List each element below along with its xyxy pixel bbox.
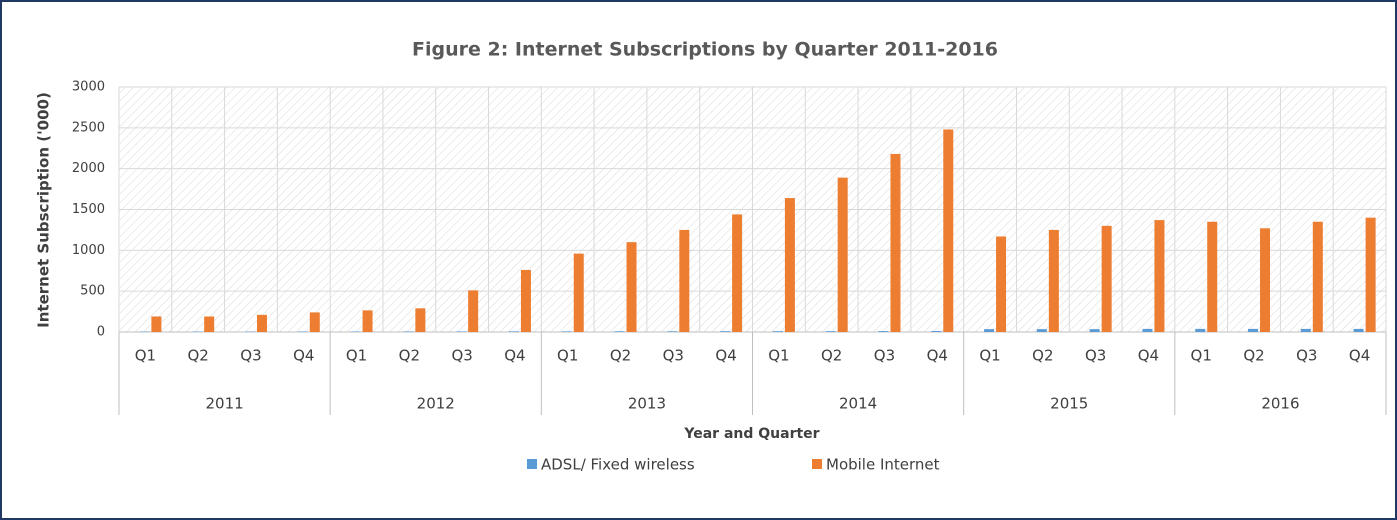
y-tick-label: 2000 [72,161,105,176]
bar [151,316,162,332]
x-tick-label: Q1 [1191,347,1212,365]
group-label: 2016 [1261,395,1299,413]
bar [626,242,637,332]
x-tick-label: Q2 [1243,347,1264,365]
bar [561,331,572,332]
group-label: 2015 [1050,395,1088,413]
x-tick-label: Q2 [610,347,631,365]
y-tick-label: 2500 [72,120,105,135]
x-tick-label: Q3 [1296,347,1317,365]
legend-swatch [812,459,822,469]
x-tick-label: Q1 [979,347,1000,365]
bar [1154,220,1165,332]
chart-title: Figure 2: Internet Subscriptions by Quar… [412,39,998,61]
x-tick-label: Q3 [874,347,895,365]
legend-label: Mobile Internet [826,456,940,474]
bar [1312,221,1323,332]
x-tick-label: Q2 [821,347,842,365]
bar [520,269,531,332]
bar [1195,328,1206,332]
bar [415,308,426,332]
x-tick-label: Q2 [399,347,420,365]
bar [1207,221,1218,332]
group-label: 2013 [628,395,666,413]
bar [943,129,954,332]
x-axis-title: Year and Quarter [683,426,819,442]
bar [667,331,678,332]
bar [309,312,320,332]
bar [1365,217,1376,332]
bar [1248,328,1259,332]
x-tick-label: Q4 [927,347,948,365]
bar [784,198,795,332]
bar [573,253,584,332]
y-axis-title: Internet Subscription ('000) [35,92,53,328]
x-tick-label: Q1 [768,347,789,365]
bar [837,177,848,332]
group-label: 2012 [417,395,455,413]
x-tick-label: Q1 [557,347,578,365]
bar [204,316,215,332]
bar [732,214,743,332]
x-tick-label: Q4 [715,347,736,365]
bar [614,331,625,332]
group-label: 2014 [839,395,877,413]
x-tick-label: Q3 [663,347,684,365]
x-tick-label: Q2 [1032,347,1053,365]
bar [890,153,901,332]
bar [256,314,267,332]
bar [1353,328,1364,332]
bar [1048,229,1059,332]
y-tick-label: 0 [97,325,105,340]
y-tick-label: 3000 [72,80,105,95]
bar [403,331,414,332]
bar [1142,328,1153,332]
bar [1089,329,1100,332]
bar [468,290,479,332]
x-tick-label: Q1 [135,347,156,365]
x-tick-label: Q3 [451,347,472,365]
bar [931,331,942,332]
bar [825,331,836,332]
bar [1101,225,1112,332]
bar [508,331,519,332]
bar [1300,328,1311,332]
y-tick-label: 500 [80,284,105,299]
bar [984,329,995,332]
bar [996,236,1007,332]
x-tick-label: Q3 [1085,347,1106,365]
x-tick-label: Q1 [346,347,367,365]
x-tick-label: Q4 [1138,347,1159,365]
x-tick-label: Q3 [240,347,261,365]
group-label: 2011 [205,395,243,413]
bar [362,310,373,332]
bar [679,229,690,332]
bar [456,331,467,332]
x-tick-label: Q2 [188,347,209,365]
bar [1036,329,1047,332]
legend-label: ADSL/ Fixed wireless [541,456,695,474]
x-tick-label: Q4 [293,347,314,365]
x-tick-label: Q4 [504,347,525,365]
y-tick-label: 1000 [72,243,105,258]
y-tick-label: 1500 [72,202,105,217]
legend-swatch [527,459,537,469]
x-tick-label: Q4 [1349,347,1370,365]
bar [720,331,731,332]
bar [878,331,889,332]
bar [1260,228,1271,332]
bar [772,331,783,332]
